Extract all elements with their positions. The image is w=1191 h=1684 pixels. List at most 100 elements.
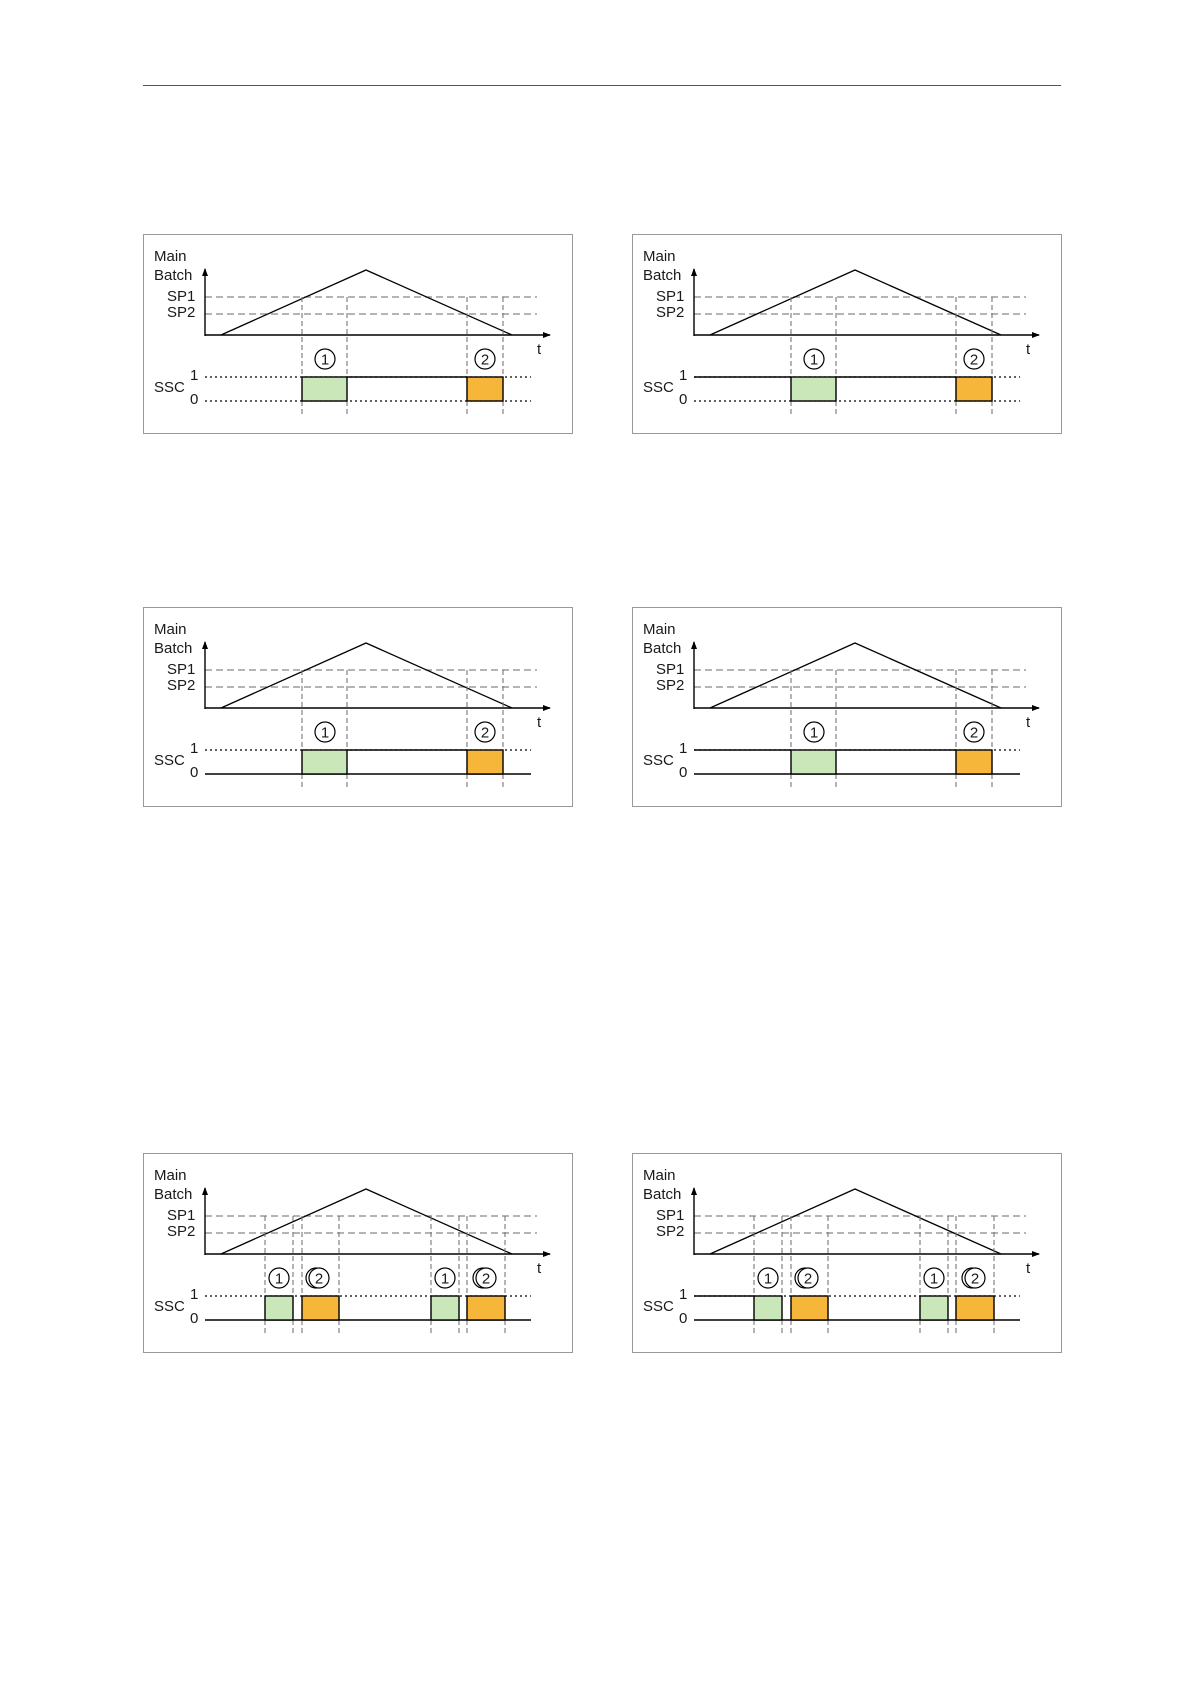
marker-1-label: 1 [321, 725, 329, 742]
sp2-switch-window-falling [466, 1295, 506, 1321]
sp1-switch-window [301, 376, 348, 402]
marker-circle [797, 1267, 819, 1289]
marker-1-label: 1 [764, 1271, 772, 1288]
ssc-label: SSC [643, 379, 674, 396]
sp1-label: SP1 [656, 661, 684, 678]
sp2-switch-window-rising [790, 1295, 829, 1321]
ssc-level-1-label: 1 [679, 367, 687, 384]
y-axis-label-main: Main [643, 248, 676, 265]
sp1-label: SP1 [656, 1207, 684, 1224]
sp2-switch-window-falling [955, 1295, 995, 1321]
marker-circle [757, 1267, 779, 1289]
ssc-label: SSC [154, 1298, 185, 1315]
sp2-switch-window [955, 749, 993, 775]
marker-2-label: 2 [970, 725, 978, 742]
marker-2-label: 2 [804, 1271, 812, 1288]
marker-circle [963, 348, 985, 370]
ssc-level-1-label: 1 [190, 367, 198, 384]
y-axis-label-batch: Batch [154, 1186, 192, 1203]
marker-1-label: 1 [275, 1271, 283, 1288]
marker-circle [963, 721, 985, 743]
sp2-label: SP2 [656, 304, 684, 321]
y-axis-label-batch: Batch [643, 640, 681, 657]
diagram-panel-bottom-right: Main Batch SP1 SP2 t SSC 1 0 1 2 1 2 [632, 1153, 1062, 1353]
ssc-level-1-label: 1 [679, 1286, 687, 1303]
marker-1-label: 1 [810, 725, 818, 742]
marker-1-label: 1 [321, 352, 329, 369]
sp1-switch-window [790, 376, 837, 402]
sp1-label: SP1 [656, 288, 684, 305]
marker-circle [308, 1267, 330, 1289]
sp2-label: SP2 [656, 677, 684, 694]
y-axis-label-main: Main [643, 621, 676, 638]
page-header-rule [143, 85, 1061, 86]
y-axis-label-batch: Batch [154, 267, 192, 284]
sp2-label: SP2 [167, 304, 195, 321]
marker-1-label: 1 [930, 1271, 938, 1288]
sp2-switch-window [466, 376, 504, 402]
sp1-switch-window [301, 749, 348, 775]
marker-circle [803, 721, 825, 743]
ssc-label: SSC [643, 752, 674, 769]
marker-circle [434, 1267, 456, 1289]
marker-circle [314, 721, 336, 743]
y-axis-label-main: Main [154, 248, 187, 265]
marker-circle [923, 1267, 945, 1289]
time-axis-label: t [1026, 714, 1031, 731]
timing-diagram: Main Batch SP1 SP2 t SSC 1 0 1 2 1 2 [154, 1167, 551, 1335]
time-axis-label: t [1026, 1260, 1031, 1277]
ssc-level-1-label: 1 [190, 740, 198, 757]
timing-diagram: Main Batch SP1 SP2 t SSC 1 0 1 2 1 2 [643, 1167, 1040, 1335]
y-axis-label-main: Main [154, 1167, 187, 1184]
ssc-label: SSC [154, 379, 185, 396]
sp1-switch-window-rising [264, 1295, 294, 1321]
sp1-switch-window [790, 749, 837, 775]
sp1-label: SP1 [167, 1207, 195, 1224]
switching-windows: 1 2 1 2 [205, 1216, 531, 1335]
y-axis-label-batch: Batch [643, 1186, 681, 1203]
sp1-switch-window-rising [753, 1295, 783, 1321]
time-axis-label: t [537, 341, 542, 358]
ssc-level-0-label: 0 [190, 391, 198, 408]
diagram-panel-top-left: Main Batch SP1 SP2 t SSC 1 0 1 2 [143, 234, 573, 434]
ssc-level-1-label: 1 [190, 1286, 198, 1303]
ssc-label: SSC [643, 1298, 674, 1315]
sp2-switch-window-rising [301, 1295, 340, 1321]
time-axis-label: t [537, 714, 542, 731]
ssc-level-0-label: 0 [190, 764, 198, 781]
ssc-level-0-label: 0 [679, 764, 687, 781]
marker-1-label: 1 [810, 352, 818, 369]
marker-circle [314, 348, 336, 370]
switching-windows: 1 2 1 2 [694, 1216, 1020, 1335]
marker-circle [964, 1267, 986, 1289]
ssc-level-0-label: 0 [679, 1310, 687, 1327]
y-axis-label-main: Main [643, 1167, 676, 1184]
marker-circle [803, 348, 825, 370]
sp2-switch-window [955, 376, 993, 402]
time-axis-label: t [1026, 341, 1031, 358]
marker-2-label: 2 [970, 352, 978, 369]
marker-2-label: 2 [482, 1271, 490, 1288]
sp2-label: SP2 [656, 1223, 684, 1240]
marker-2-label: 2 [481, 352, 489, 369]
marker-1-label: 1 [441, 1271, 449, 1288]
main-batch-curve [220, 269, 513, 336]
main-batch-curve [220, 1188, 513, 1255]
marker-circle [474, 348, 496, 370]
time-axis-label: t [537, 1260, 542, 1277]
ssc-label: SSC [154, 752, 185, 769]
main-batch-curve [709, 642, 1002, 709]
marker-circle [474, 721, 496, 743]
sp1-label: SP1 [167, 288, 195, 305]
marker-circle [268, 1267, 290, 1289]
main-batch-curve [220, 642, 513, 709]
sp1-switch-window-falling [430, 1295, 460, 1321]
sp1-switch-window-falling [919, 1295, 949, 1321]
